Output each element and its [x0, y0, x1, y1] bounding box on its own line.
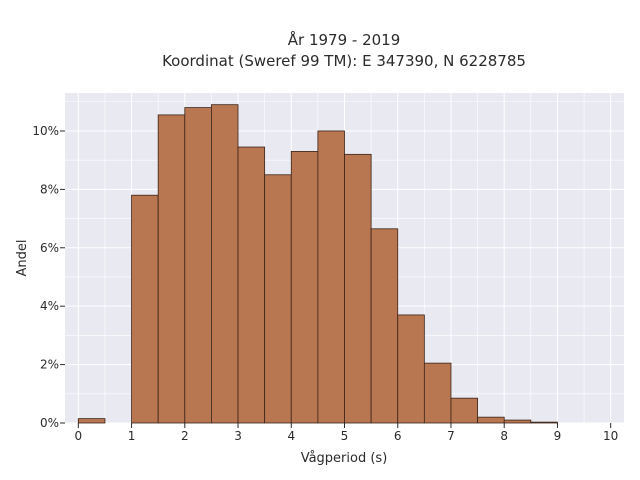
histogram-bar [157, 114, 186, 424]
histogram-bar [237, 146, 266, 424]
y-tick-label: 8% [40, 182, 59, 196]
x-tick-label: 10 [603, 429, 618, 443]
x-axis-label: Vågperiod (s) [301, 451, 388, 466]
x-tick-label: 2 [181, 429, 189, 443]
histogram-bar [397, 314, 425, 424]
y-tick-label: 0% [40, 416, 59, 430]
histogram-bar [131, 194, 159, 424]
y-tick-label: 4% [40, 299, 59, 313]
chart-subtitle: Koordinat (Sweref 99 TM): E 347390, N 62… [162, 52, 526, 70]
y-axis-ticks: 0% 2% 4% 6% 8% 10% [32, 124, 65, 430]
histogram-bar [370, 228, 399, 424]
histogram-bar [530, 421, 558, 424]
y-tick-label: 6% [40, 241, 59, 255]
histogram-bar [477, 416, 505, 424]
x-tick-label: 1 [128, 429, 136, 443]
histogram-bar [317, 130, 345, 424]
x-tick-label: 0 [74, 429, 82, 443]
histogram-bar [77, 418, 106, 424]
x-tick-label: 3 [234, 429, 242, 443]
x-tick-label: 5 [341, 429, 349, 443]
histogram-bar [344, 153, 372, 424]
x-tick-label: 8 [500, 429, 508, 443]
histogram-bar [450, 397, 478, 424]
histogram-bar [423, 362, 452, 424]
x-tick-label: 7 [447, 429, 455, 443]
histogram-bar [211, 104, 239, 424]
y-axis-label: Andel [15, 240, 30, 277]
bars [77, 104, 558, 424]
x-tick-label: 9 [554, 429, 562, 443]
histogram-bar [264, 174, 292, 424]
histogram-bar [184, 107, 212, 424]
histogram-bar [503, 419, 532, 424]
x-tick-label: 4 [287, 429, 295, 443]
chart-title: År 1979 - 2019 [288, 30, 401, 49]
y-tick-label: 10% [32, 124, 59, 138]
histogram-bar [290, 151, 319, 424]
y-tick-label: 2% [40, 358, 59, 372]
x-tick-label: 6 [394, 429, 402, 443]
x-axis-ticks: 0 1 2 3 4 5 6 7 8 9 10 [74, 423, 618, 443]
